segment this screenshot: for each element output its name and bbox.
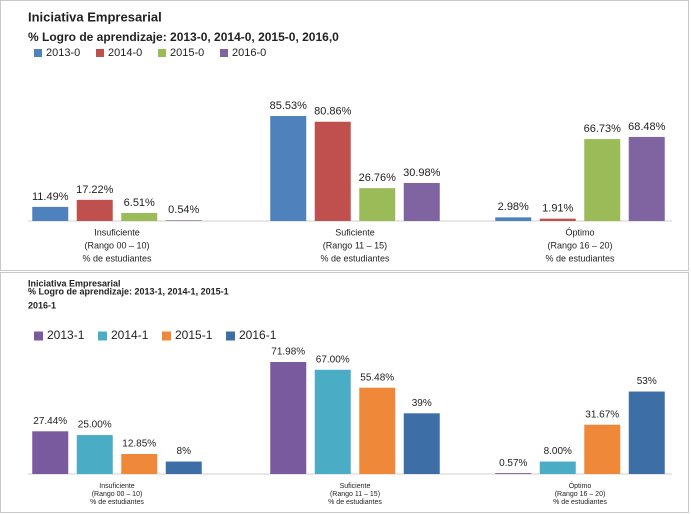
value-label: 0.54% xyxy=(168,204,199,216)
value-label: 55.48% xyxy=(360,372,394,383)
value-label: 25.00% xyxy=(78,420,112,431)
category-label: (Rango 00 – 10) xyxy=(92,491,143,498)
legend-swatch xyxy=(220,49,228,57)
value-label: 67.00% xyxy=(316,354,350,365)
legend-swatch xyxy=(162,331,171,341)
chart-frame xyxy=(0,0,689,271)
value-label: 85.53% xyxy=(270,100,308,112)
bar xyxy=(314,121,351,221)
bar xyxy=(32,206,69,221)
category-label: Óptimo xyxy=(565,227,594,237)
category-label: Suficiente xyxy=(340,483,371,490)
category-label: % de estudiantes xyxy=(545,253,615,263)
value-label: 2.98% xyxy=(498,201,529,213)
category-label: Insuficiente xyxy=(99,483,135,490)
value-label: 80.86% xyxy=(314,106,352,118)
legend-label: 2013-0 xyxy=(46,47,80,59)
legend-swatch xyxy=(34,49,42,57)
value-label: 68.48% xyxy=(628,121,666,133)
value-label: 11.49% xyxy=(32,191,69,203)
chart-title: Iniciativa Empresarial xyxy=(28,278,121,288)
value-label: 8% xyxy=(177,446,192,457)
bar xyxy=(628,136,665,221)
category-label: % de estudiantes xyxy=(553,499,607,506)
value-label: 66.73% xyxy=(584,123,622,135)
category-label: % de estudiantes xyxy=(320,253,390,263)
legend-label: 2015-0 xyxy=(170,47,204,59)
bar xyxy=(359,188,396,221)
category-label: Insuficiente xyxy=(94,227,140,237)
legend-swatch xyxy=(98,331,107,341)
legend-swatch xyxy=(34,331,43,341)
chart-subtitle: % Logro de aprendizaje: 2013-0, 2014-0, … xyxy=(28,30,339,44)
category-label: % de estudiantes xyxy=(328,499,382,506)
value-label: 71.98% xyxy=(271,347,305,358)
value-label: 26.76% xyxy=(359,172,397,184)
category-label: (Rango 11 – 15) xyxy=(323,240,387,250)
legend-swatch xyxy=(158,49,166,57)
bar xyxy=(314,369,351,474)
bar xyxy=(403,182,440,221)
legend-label: 2016-1 xyxy=(239,328,277,342)
chart-title: Iniciativa Empresarial xyxy=(28,9,162,24)
bar xyxy=(539,218,576,221)
value-label: 53% xyxy=(637,376,657,387)
bar xyxy=(270,116,307,221)
bar xyxy=(359,387,396,474)
category-label: (Rango 16 – 20) xyxy=(555,491,606,498)
category-label: % de estudiantes xyxy=(90,499,144,506)
value-label: 0.57% xyxy=(499,458,527,469)
value-label: 8.00% xyxy=(544,446,572,457)
value-label: 31.67% xyxy=(585,409,619,420)
legend-label: 2015-1 xyxy=(175,328,213,342)
chart-subtitle: % Logro de aprendizaje: 2013-1, 2014-1, … xyxy=(28,286,229,296)
chart-subtitle: 2016-1 xyxy=(28,300,56,310)
bar xyxy=(165,461,202,474)
bar xyxy=(165,220,202,221)
category-label: (Rango 00 – 10) xyxy=(84,240,149,250)
category-label: % de estudiantes xyxy=(82,253,152,263)
category-label: (Rango 11 – 15) xyxy=(330,491,380,498)
category-label: Óptimo xyxy=(569,481,592,490)
legend-label: 2013-1 xyxy=(47,328,85,342)
chart-frame xyxy=(0,272,689,513)
bar xyxy=(584,139,621,221)
value-label: 27.44% xyxy=(33,416,67,427)
value-label: 1.91% xyxy=(542,203,573,215)
bar xyxy=(76,199,113,221)
value-label: 39% xyxy=(412,398,432,409)
legend-swatch xyxy=(226,331,235,341)
value-label: 17.22% xyxy=(76,184,114,196)
bar xyxy=(121,454,158,474)
bar xyxy=(628,391,665,474)
bar xyxy=(539,461,576,474)
bar xyxy=(76,435,113,474)
value-label: 12.85% xyxy=(122,439,156,450)
bar xyxy=(32,431,69,474)
bar xyxy=(495,217,532,221)
legend-swatch xyxy=(96,49,104,57)
bar xyxy=(270,362,307,474)
bar xyxy=(584,424,621,474)
bar xyxy=(495,473,532,474)
category-label: (Rango 16 – 20) xyxy=(547,240,612,250)
value-label: 6.51% xyxy=(124,197,155,209)
legend-label: 2016-0 xyxy=(232,47,266,59)
legend-label: 2014-1 xyxy=(111,328,149,342)
value-label: 30.98% xyxy=(403,167,441,179)
category-label: Suficiente xyxy=(335,227,375,237)
legend-label: 2014-0 xyxy=(108,47,142,59)
bar xyxy=(121,213,158,221)
bar xyxy=(403,413,440,474)
